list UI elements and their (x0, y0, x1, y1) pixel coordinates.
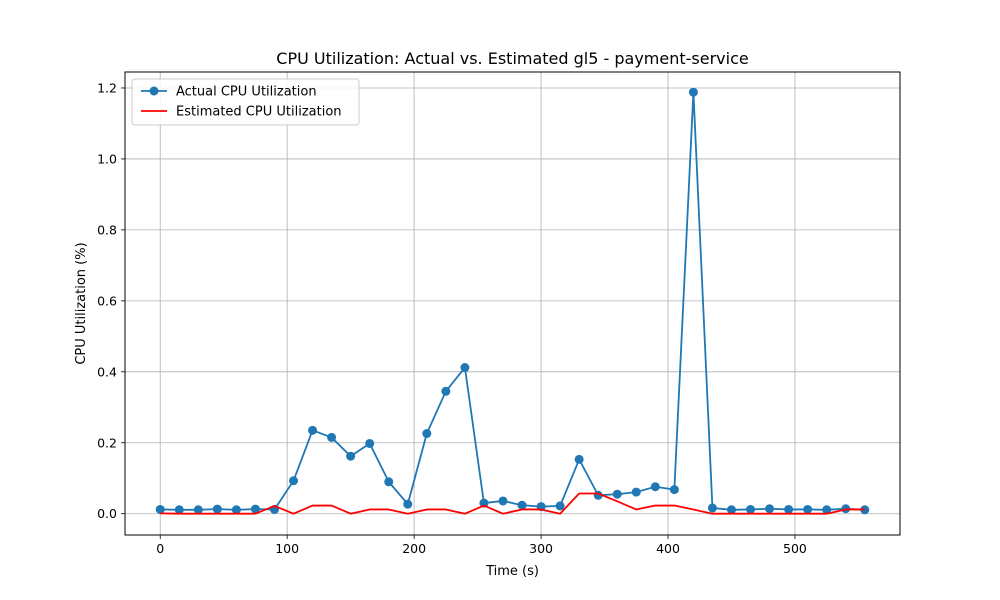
actual-cpu-point (422, 429, 432, 439)
legend-actual-label: Actual CPU Utilization (176, 85, 317, 100)
y-axis-label: CPU Utilization (%) (74, 242, 89, 364)
y-tick-label: 1.2 (97, 80, 117, 95)
actual-cpu-point (612, 489, 622, 499)
x-tick-label: 300 (529, 541, 553, 556)
y-tick-label: 0.6 (97, 293, 117, 308)
y-tick-label: 0.0 (97, 506, 117, 521)
grid-lines (125, 72, 900, 535)
actual-cpu-point (517, 500, 527, 510)
actual-cpu-point (574, 454, 584, 464)
actual-cpu-point (365, 438, 375, 448)
actual-cpu-point (669, 485, 679, 495)
actual-cpu-point (193, 505, 203, 515)
legend-actual-marker (149, 86, 159, 96)
actual-cpu-point (384, 477, 394, 487)
actual-cpu-point (707, 503, 717, 513)
actual-cpu-point (688, 87, 698, 97)
actual-cpu-point (460, 363, 470, 373)
estimated-cpu-line (160, 492, 865, 515)
actual-cpu-point (822, 505, 832, 515)
chart-title: CPU Utilization: Actual vs. Estimated gl… (276, 49, 748, 68)
actual-cpu-point (746, 504, 756, 514)
x-tick-label: 0 (156, 541, 164, 556)
legend-box (131, 78, 360, 126)
actual-cpu-point (784, 504, 794, 514)
actual-cpu-point (403, 499, 413, 509)
plot-area-frame (124, 71, 901, 536)
actual-cpu-point (174, 505, 184, 515)
x-tick-label: 100 (275, 541, 299, 556)
plot-series (155, 87, 870, 515)
actual-cpu-point (726, 505, 736, 515)
actual-cpu-point (212, 504, 222, 514)
actual-cpu-point (231, 505, 241, 515)
actual-cpu-point (631, 487, 641, 497)
actual-cpu-point (479, 498, 489, 508)
actual-cpu-point (765, 504, 775, 514)
actual-cpu-point (441, 386, 451, 396)
actual-cpu-point (250, 504, 260, 514)
y-tick-label: 0.4 (97, 364, 117, 379)
y-tick-label: 0.2 (97, 435, 117, 450)
actual-cpu-point (555, 501, 565, 511)
actual-cpu-point (498, 496, 508, 506)
actual-cpu-point (860, 505, 870, 515)
actual-cpu-point (155, 504, 165, 514)
y-tick-label: 1.0 (97, 151, 117, 166)
x-tick-label: 200 (402, 541, 426, 556)
x-axis-label: Time (s) (485, 564, 539, 579)
legend-estimated-label: Estimated CPU Utilization (176, 105, 342, 120)
actual-cpu-point (327, 432, 337, 442)
y-tick-label: 0.8 (97, 222, 117, 237)
axis-ticks: 0 100 200 300 400 500 0.0 0.2 0.4 0.6 0.8 1.0 1.2 (97, 80, 807, 556)
actual-cpu-point (346, 451, 356, 461)
x-tick-label: 500 (783, 541, 807, 556)
actual-cpu-point (650, 482, 660, 492)
x-tick-label: 400 (656, 541, 680, 556)
actual-cpu-point (308, 425, 318, 435)
legend: Actual CPU Utilization Estimated CPU Uti… (131, 78, 360, 126)
actual-cpu-point (289, 476, 299, 486)
actual-cpu-point (803, 504, 813, 514)
